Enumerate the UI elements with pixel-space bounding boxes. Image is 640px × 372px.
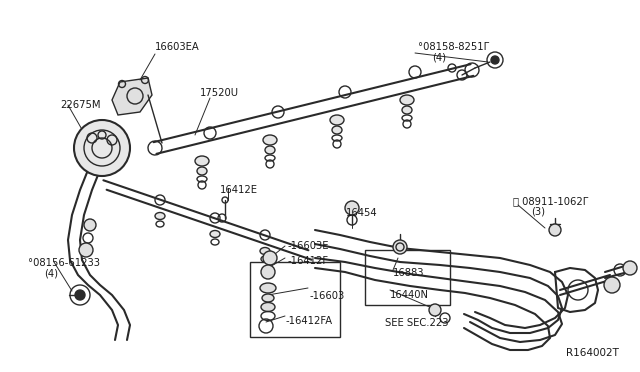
Circle shape bbox=[604, 277, 620, 293]
Circle shape bbox=[79, 243, 93, 257]
Circle shape bbox=[261, 265, 275, 279]
Text: 17520U: 17520U bbox=[200, 88, 239, 98]
Ellipse shape bbox=[402, 106, 412, 114]
Circle shape bbox=[84, 219, 96, 231]
Text: -16412FA: -16412FA bbox=[286, 316, 333, 326]
Text: SEE SEC.223: SEE SEC.223 bbox=[385, 318, 449, 328]
Bar bbox=[365, 250, 450, 305]
Ellipse shape bbox=[155, 212, 165, 219]
Circle shape bbox=[263, 251, 277, 265]
Bar bbox=[250, 262, 340, 337]
Ellipse shape bbox=[265, 146, 275, 154]
Polygon shape bbox=[112, 78, 152, 115]
Ellipse shape bbox=[263, 135, 277, 145]
Text: (4): (4) bbox=[44, 268, 58, 278]
Ellipse shape bbox=[261, 302, 275, 311]
Text: 16454: 16454 bbox=[346, 208, 378, 218]
Circle shape bbox=[429, 304, 441, 316]
Text: 16603EA: 16603EA bbox=[155, 42, 200, 52]
Text: 16883: 16883 bbox=[393, 268, 424, 278]
Ellipse shape bbox=[330, 115, 344, 125]
Text: 16440N: 16440N bbox=[390, 290, 429, 300]
Circle shape bbox=[345, 201, 359, 215]
Circle shape bbox=[549, 224, 561, 236]
Ellipse shape bbox=[197, 167, 207, 175]
Circle shape bbox=[74, 120, 130, 176]
Text: Ⓝ 08911-1062Г: Ⓝ 08911-1062Г bbox=[513, 196, 589, 206]
Ellipse shape bbox=[400, 95, 414, 105]
Text: °08158-8251Γ: °08158-8251Γ bbox=[418, 42, 489, 52]
Ellipse shape bbox=[260, 283, 276, 293]
Text: -16603: -16603 bbox=[310, 291, 345, 301]
Text: (3): (3) bbox=[531, 207, 545, 217]
Circle shape bbox=[623, 261, 637, 275]
Circle shape bbox=[75, 290, 85, 300]
Text: -16603E: -16603E bbox=[288, 241, 330, 251]
Ellipse shape bbox=[195, 156, 209, 166]
Text: (4): (4) bbox=[432, 53, 446, 63]
Circle shape bbox=[393, 240, 407, 254]
Text: 16412E: 16412E bbox=[220, 185, 258, 195]
Text: °08156-61233: °08156-61233 bbox=[28, 258, 100, 268]
Circle shape bbox=[491, 56, 499, 64]
Ellipse shape bbox=[260, 247, 270, 254]
Text: 22675M: 22675M bbox=[60, 100, 100, 110]
Ellipse shape bbox=[262, 294, 274, 302]
Text: R164002T: R164002T bbox=[566, 348, 619, 358]
Ellipse shape bbox=[332, 126, 342, 134]
Ellipse shape bbox=[210, 231, 220, 237]
Text: -16412F: -16412F bbox=[288, 256, 329, 266]
